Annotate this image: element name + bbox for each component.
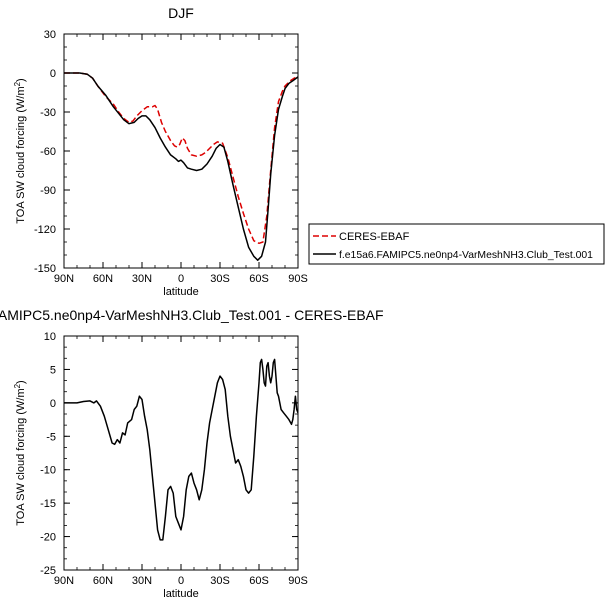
x-tick-label: 30S <box>210 575 230 587</box>
y-tick-label: -25 <box>40 565 56 577</box>
bottom-panel: 6.FAMIPC5.ne0np4-VarMeshNH3.Club_Test.00… <box>0 307 384 600</box>
y-tick-label: -5 <box>46 431 56 443</box>
x-tick-label: 0 <box>178 273 184 285</box>
y-axis-label-close: ) <box>15 380 27 384</box>
y-tick-label: 30 <box>44 29 56 41</box>
x-tick-label: 90N <box>54 273 74 285</box>
x-tick-label: 60N <box>93 273 113 285</box>
series-line-0 <box>64 72 298 245</box>
series-line-0 <box>64 358 298 541</box>
x-tick-label: 0 <box>178 575 184 587</box>
x-tick-label: 30N <box>132 575 152 587</box>
y-axis-label-text: TOA SW cloud forcing (W/m <box>15 86 27 223</box>
chart-title: 6.FAMIPC5.ne0np4-VarMeshNH3.Club_Test.00… <box>0 307 384 323</box>
legend-box <box>308 223 605 265</box>
x-tick-label: 60N <box>93 575 113 587</box>
x-tick-label: 90S <box>288 575 308 587</box>
y-axis-label: TOA SW cloud forcing (W/m2) <box>13 78 27 223</box>
y-tick-label: -30 <box>40 107 56 119</box>
y-tick-label: -10 <box>40 465 56 477</box>
y-tick-label: -20 <box>40 532 56 544</box>
legend: CERES-EBAF f.e15a6.FAMIPC5.ne0np4-VarMesh… <box>308 223 605 265</box>
y-tick-label: -60 <box>40 146 56 158</box>
y-axis-label-superscript: 2 <box>13 81 22 86</box>
y-tick-label: -15 <box>40 498 56 510</box>
x-tick-label: 60S <box>249 273 269 285</box>
y-tick-label: -120 <box>34 224 56 236</box>
y-tick-label: 10 <box>44 331 56 343</box>
x-tick-label: 30N <box>132 273 152 285</box>
y-tick-label: 5 <box>50 364 56 376</box>
y-tick-label: 0 <box>50 398 56 410</box>
y-axis-label-text: TOA SW cloud forcing (W/m <box>15 388 27 525</box>
x-tick-label: 60S <box>249 575 269 587</box>
x-tick-label: 90S <box>288 273 308 285</box>
plot-frame <box>63 33 299 269</box>
y-axis-label-superscript: 2 <box>13 383 22 388</box>
x-axis-label: latitude <box>163 588 198 600</box>
y-axis-label-close: ) <box>15 78 27 82</box>
y-tick-label: -90 <box>40 185 56 197</box>
legend-label-0: CERES-EBAF <box>339 231 410 243</box>
series-line-1 <box>64 72 298 261</box>
x-tick-label: 30S <box>210 273 230 285</box>
y-tick-label: 0 <box>50 68 56 80</box>
x-tick-label: 90N <box>54 575 74 587</box>
x-axis-label: latitude <box>163 286 198 298</box>
y-axis-label: TOA SW cloud forcing (W/m2) <box>13 380 27 525</box>
chart-title: DJF <box>168 5 194 21</box>
legend-label-1: f.e15a6.FAMIPC5.ne0np4-VarMeshNH3.Club_T… <box>339 250 593 261</box>
y-tick-label: -150 <box>34 263 56 275</box>
